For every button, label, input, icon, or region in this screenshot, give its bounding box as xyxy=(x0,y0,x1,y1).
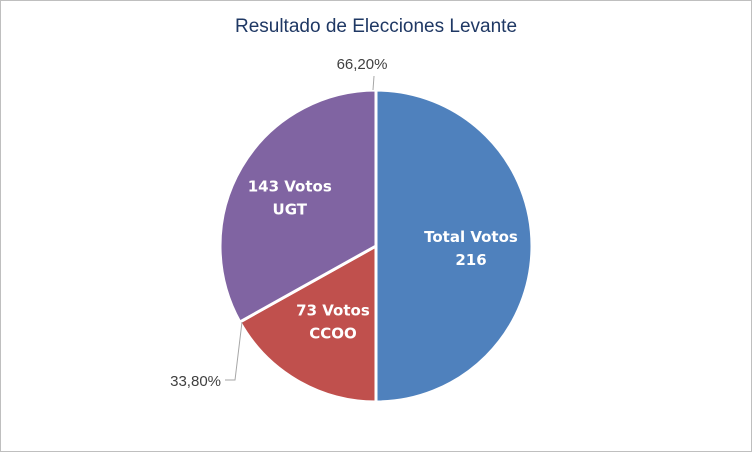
slice-ugt xyxy=(218,88,378,324)
chart-title: Resultado de Elecciones Levante xyxy=(234,16,518,37)
slice-label-total-votos: Total Votos 216 xyxy=(424,228,518,269)
slice-total-votos xyxy=(374,88,534,404)
percent-label-33: 33,80% xyxy=(170,373,221,390)
leader-line-bottom xyxy=(225,321,243,381)
leader-line-top xyxy=(372,75,375,91)
slice-label-ccoo: 73 Votos CCOO xyxy=(296,301,370,342)
percent-label-66: 66,20% xyxy=(337,56,388,73)
slice-ccoo xyxy=(238,244,378,404)
slice-label-ugt: 143 Votos UGT xyxy=(248,177,332,218)
